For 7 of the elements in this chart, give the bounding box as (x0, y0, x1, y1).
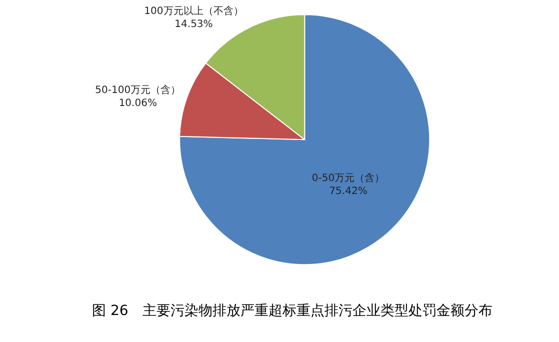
slice-label: 100万元以上（不含） (144, 4, 244, 17)
data-label: 75.42% (329, 186, 368, 197)
data-label: 14.53% (174, 18, 213, 30)
data-label: 10.06% (118, 98, 157, 109)
slice-label: 50-100万元（含） (95, 84, 181, 96)
slice-label: 0-50万元（含） (312, 172, 385, 184)
text: 图 26 主要污染物排放严重超标重点排污企业类型处罚金额分布 (92, 303, 492, 319)
